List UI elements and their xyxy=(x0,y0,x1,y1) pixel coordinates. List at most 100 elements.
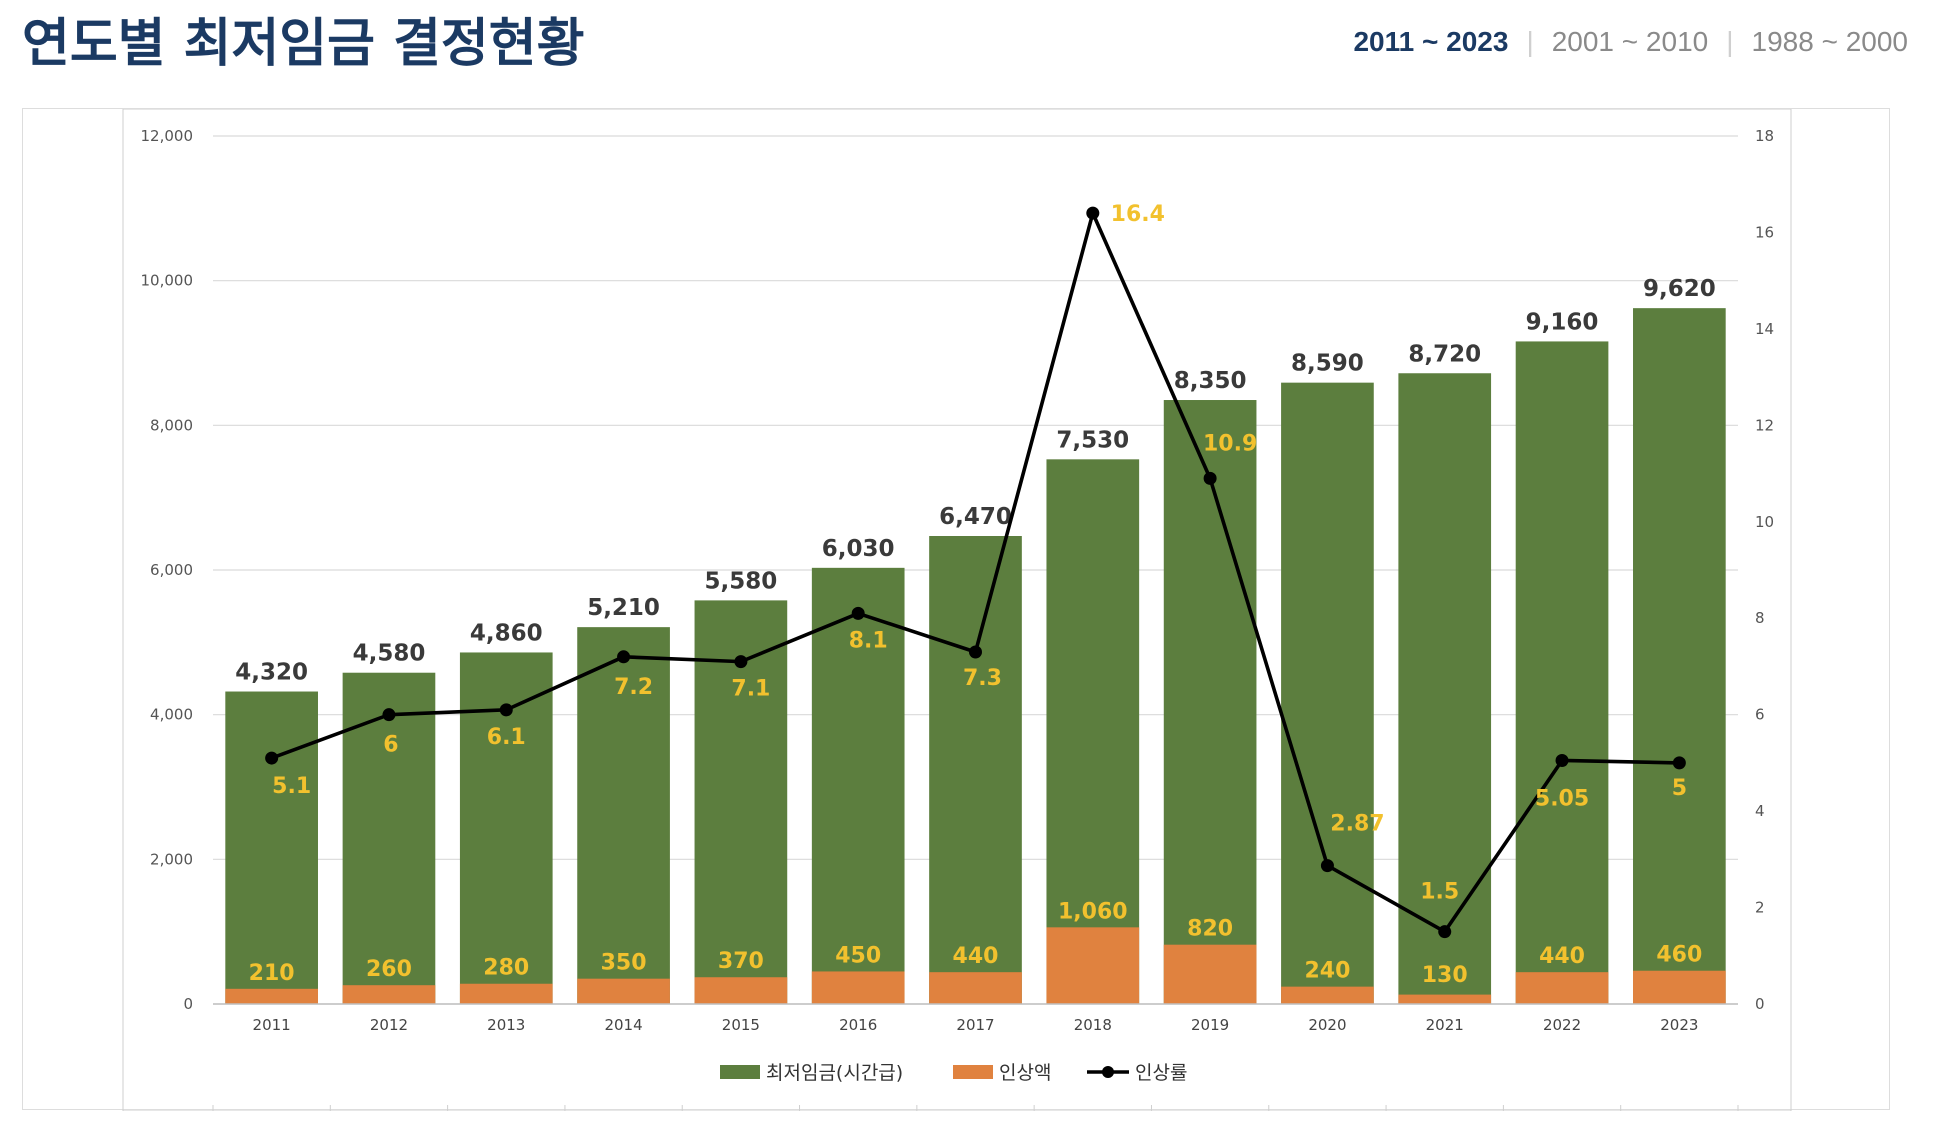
rate-value-label: 7.3 xyxy=(963,666,1002,691)
wage-value-label: 8,720 xyxy=(1408,341,1481,367)
rate-point xyxy=(851,606,865,620)
rate-point xyxy=(617,650,631,664)
rate-point xyxy=(1203,471,1217,485)
rate-point xyxy=(969,645,982,659)
legend-wage-label: 최저임금(시간급) xyxy=(766,1062,903,1084)
rate-point xyxy=(499,703,513,717)
wage-value-label: 7,530 xyxy=(1056,427,1129,453)
wage-bar xyxy=(1281,382,1374,1004)
range-tabs: 2011 ~ 2023 | 2001 ~ 2010 | 1988 ~ 2000 xyxy=(1353,26,1908,58)
increase-bar xyxy=(1163,944,1257,1004)
rate-value-label: 7.2 xyxy=(614,675,653,700)
legend-rate-marker xyxy=(1102,1066,1114,1078)
wage-value-label: 8,590 xyxy=(1291,351,1364,377)
increase-bar xyxy=(694,977,788,1004)
y-left-tick-label: 0 xyxy=(183,995,193,1013)
wage-bar xyxy=(811,567,905,1004)
legend-rate-label: 인상률 xyxy=(1135,1062,1187,1084)
x-tick-label: 2023 xyxy=(1660,1016,1698,1034)
rate-value-label: 5.05 xyxy=(1535,786,1589,811)
increase-value-label: 350 xyxy=(601,951,647,976)
increase-value-label: 370 xyxy=(718,949,764,974)
wage-value-label: 6,030 xyxy=(822,536,895,562)
increase-bar xyxy=(1515,972,1609,1004)
tab-2011-2023[interactable]: 2011 ~ 2023 xyxy=(1353,26,1509,57)
page-title: 연도별 최저임금 결정현황 xyxy=(22,14,585,74)
rate-value-label: 10.9 xyxy=(1203,431,1257,456)
increase-bar xyxy=(1398,994,1492,1004)
y-right-tick-label: 12 xyxy=(1755,416,1774,434)
y-right-tick-label: 18 xyxy=(1755,127,1774,145)
minimum-wage-chart: 0 2,000 4,000 6,000 8,000 10,000 12,000 0 2 4 6 8 10… xyxy=(122,109,1792,1111)
x-tick-label: 2011 xyxy=(253,1016,291,1034)
x-tick-label: 2012 xyxy=(370,1016,408,1034)
increase-value-label: 440 xyxy=(953,944,999,969)
rate-value-label: 2.87 xyxy=(1330,812,1384,837)
rate-value-label: 16.4 xyxy=(1111,202,1165,227)
tab-1988-2000[interactable]: 1988 ~ 2000 xyxy=(1751,26,1909,57)
wage-bar xyxy=(577,627,670,1004)
increase-value-label: 1,060 xyxy=(1058,899,1128,924)
increase-value-label: 450 xyxy=(835,943,881,968)
x-tick-label: 2022 xyxy=(1543,1016,1581,1034)
wage-bar xyxy=(1633,308,1726,1004)
rate-value-label: 7.1 xyxy=(731,677,770,702)
increase-bar xyxy=(1281,986,1374,1004)
y-right-tick-label: 4 xyxy=(1755,802,1765,820)
increase-value-label: 460 xyxy=(1656,943,1702,968)
increase-value-label: 130 xyxy=(1422,963,1468,988)
wage-value-label: 9,620 xyxy=(1643,276,1716,302)
x-tick-label: 2019 xyxy=(1191,1016,1229,1034)
y-right-tick-label: 16 xyxy=(1755,223,1774,241)
rate-point xyxy=(1320,859,1334,873)
x-tick-label: 2017 xyxy=(956,1016,994,1034)
wage-bar xyxy=(929,536,1022,1004)
x-tick-label: 2020 xyxy=(1308,1016,1346,1034)
wage-value-label: 8,350 xyxy=(1174,368,1247,394)
y-right-tick-label: 6 xyxy=(1755,706,1765,724)
x-tick-label: 2013 xyxy=(487,1016,525,1034)
tab-2001-2010[interactable]: 2001 ~ 2010 xyxy=(1551,26,1709,57)
rate-value-label: 5 xyxy=(1672,776,1687,801)
tab-separator: | xyxy=(1726,26,1734,57)
increase-bar xyxy=(225,988,318,1004)
wage-bar xyxy=(225,691,318,1004)
rate-point xyxy=(734,655,748,669)
y-right-tick-label: 14 xyxy=(1755,320,1774,338)
wage-value-label: 4,860 xyxy=(470,620,543,646)
wage-bar xyxy=(1515,341,1609,1005)
wage-bar xyxy=(1163,400,1257,1004)
rate-value-label: 6 xyxy=(383,733,398,758)
y-right-tick-label: 2 xyxy=(1755,899,1765,917)
wage-value-label: 5,580 xyxy=(705,568,778,594)
increase-value-label: 210 xyxy=(249,961,295,986)
increase-value-label: 260 xyxy=(366,957,412,982)
y-left-tick-label: 8,000 xyxy=(150,416,193,434)
rate-point xyxy=(1086,206,1100,220)
wage-value-label: 5,210 xyxy=(587,595,660,621)
increase-bar xyxy=(1633,970,1726,1004)
increase-value-label: 820 xyxy=(1187,917,1233,942)
increase-value-label: 440 xyxy=(1539,944,1585,969)
rate-point xyxy=(1672,756,1686,770)
y-right-tick-label: 0 xyxy=(1755,995,1765,1013)
x-tick-label: 2015 xyxy=(722,1016,760,1034)
x-tick-label: 2018 xyxy=(1074,1016,1112,1034)
increase-bar xyxy=(811,971,905,1004)
wage-value-label: 4,320 xyxy=(235,660,308,686)
x-tick-label: 2016 xyxy=(839,1016,877,1034)
y-left-tick-label: 4,000 xyxy=(150,706,193,724)
legend-wage-swatch xyxy=(720,1065,760,1079)
increase-value-label: 240 xyxy=(1304,959,1350,984)
legend-increase-label: 인상액 xyxy=(999,1062,1051,1084)
increase-bar xyxy=(1046,927,1140,1004)
increase-bar xyxy=(929,972,1022,1004)
y-left-tick-label: 6,000 xyxy=(150,561,193,579)
rate-point xyxy=(1555,753,1569,767)
wage-bar xyxy=(1398,373,1492,1005)
y-left-tick-label: 2,000 xyxy=(150,850,193,868)
x-tick-label: 2021 xyxy=(1426,1016,1464,1034)
wage-value-label: 9,160 xyxy=(1526,309,1599,335)
rate-value-label: 6.1 xyxy=(487,725,526,750)
rate-point xyxy=(382,708,396,722)
